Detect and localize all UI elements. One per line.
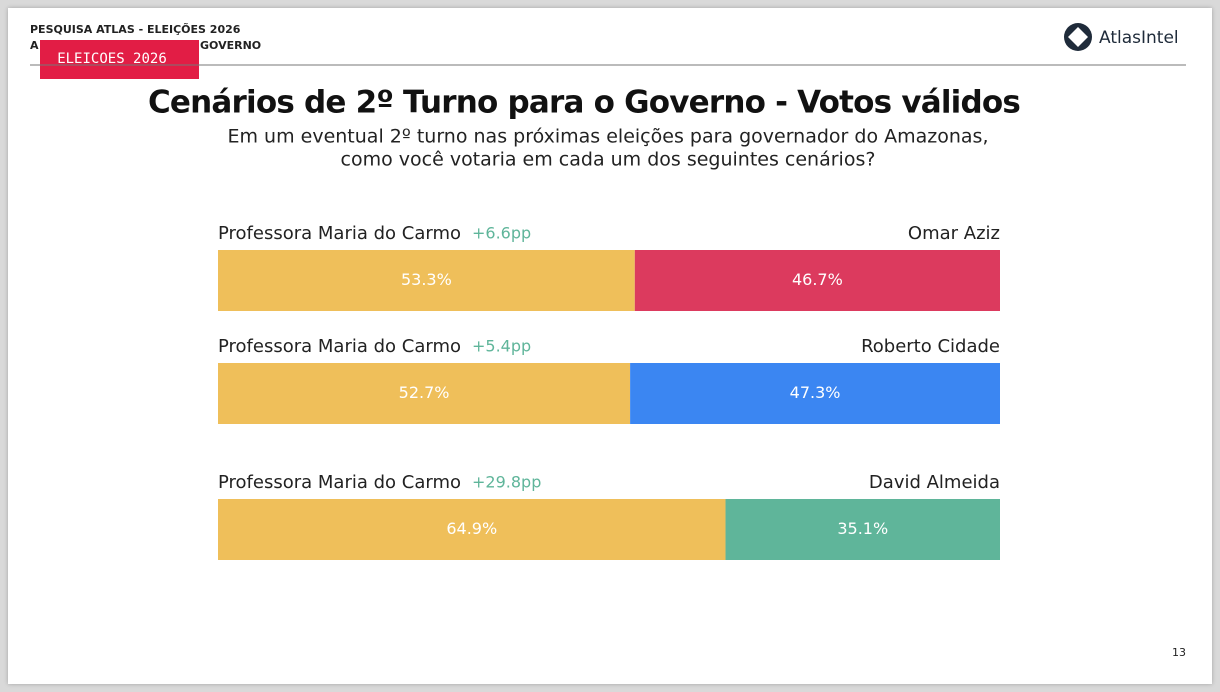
right-candidate: David Almeida (869, 472, 1000, 493)
right-candidate: Omar Aziz (908, 223, 1000, 244)
header-line1: PESQUISA ATLAS - ELEIÇÕES 2026 (30, 23, 241, 36)
bar-segment (218, 363, 631, 424)
badge (40, 40, 199, 79)
badge-text: ELEICOES 2026 (57, 51, 167, 67)
slide (8, 8, 1212, 684)
value-label: 64.9% (446, 519, 497, 538)
bar-segment (634, 250, 1000, 311)
logo-diamond (1068, 27, 1088, 47)
header-line2-start: A (30, 39, 39, 52)
header-line2-end: GOVERNO (200, 39, 261, 52)
value-label: 47.3% (790, 383, 841, 402)
page-number: 13 (1172, 646, 1186, 659)
bar-segment (218, 250, 635, 311)
title: Cenários de 2º Turno para o Governo - Vo… (148, 85, 1020, 121)
bar-segment (218, 499, 726, 560)
margin-label: +6.6pp (472, 224, 531, 243)
left-candidate: Professora Maria do Carmo (218, 336, 461, 357)
logo-text: AtlasIntel (1099, 28, 1179, 48)
right-candidate: Roberto Cidade (861, 336, 1000, 357)
margin-label: +29.8pp (472, 473, 541, 492)
subtitle: Em um eventual 2º turno nas próximas ele… (228, 126, 989, 148)
subtitle: como você votaria em cada um dos seguint… (341, 149, 876, 171)
value-label: 46.7% (792, 270, 843, 289)
bar-segment (630, 363, 1000, 424)
value-label: 35.1% (837, 519, 888, 538)
logo: AtlasIntel (1064, 23, 1179, 51)
value-label: 52.7% (399, 383, 450, 402)
bar-segment (725, 499, 1000, 560)
margin-label: +5.4pp (472, 337, 531, 356)
left-candidate: Professora Maria do Carmo (218, 223, 461, 244)
value-label: 53.3% (401, 270, 452, 289)
left-candidate: Professora Maria do Carmo (218, 472, 461, 493)
